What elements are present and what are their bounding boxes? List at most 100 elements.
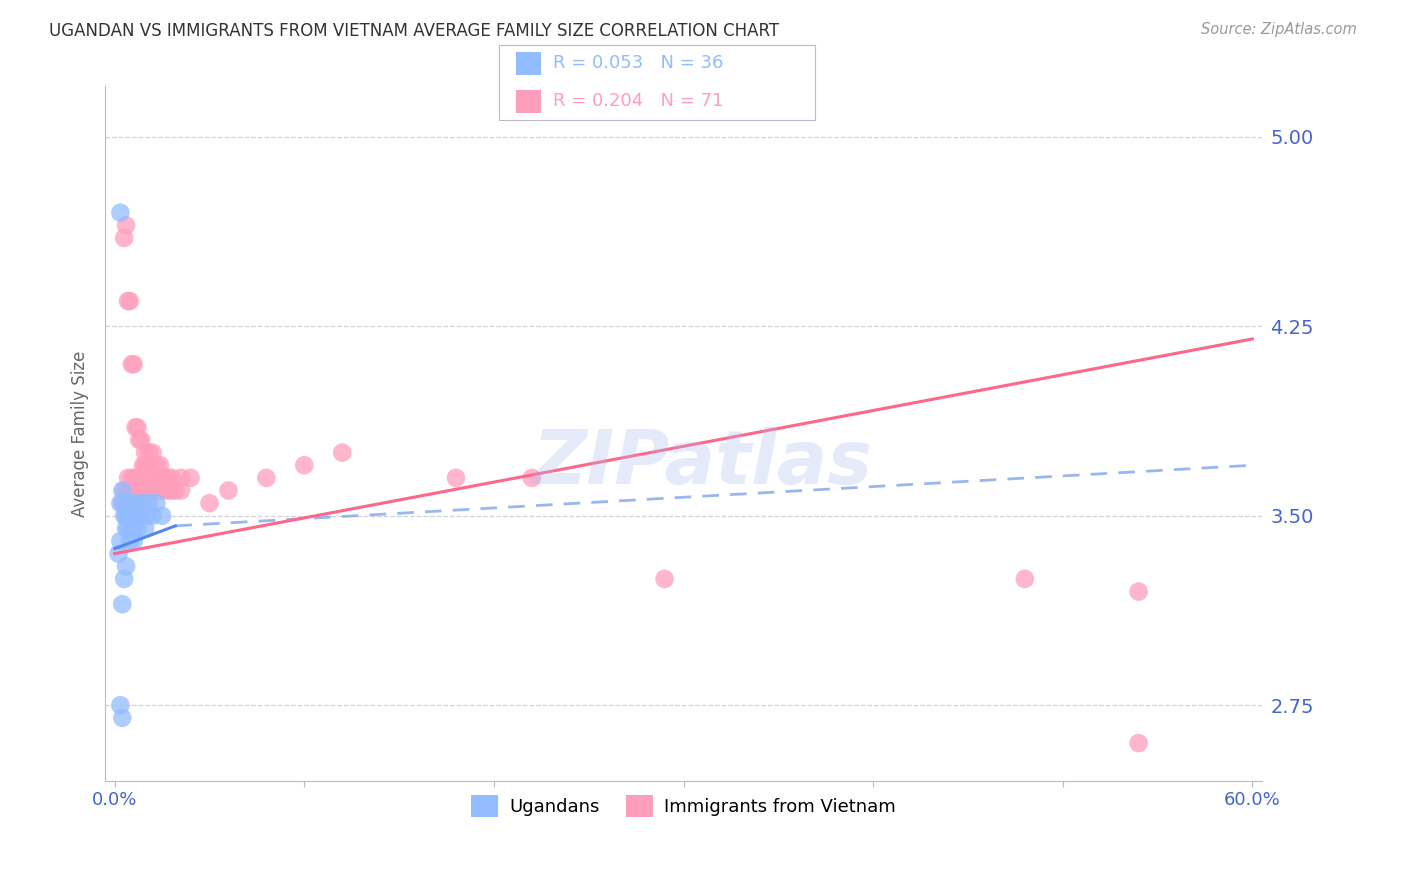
Point [107,547,129,561]
Point [149,458,172,473]
Point [160,471,183,485]
Point [160,483,183,498]
Point [520,471,543,485]
Point [112,483,135,498]
Point [128,433,150,447]
Point [117,294,139,309]
Point [115,559,138,574]
Point [129,483,152,498]
Point [122,508,145,523]
Point [139,483,162,498]
Point [129,508,152,523]
Point [153,471,176,485]
Point [143,483,166,498]
Point [127,483,149,498]
Point [180,471,202,485]
Point [118,483,141,498]
Point [128,508,150,523]
Point [121,496,143,510]
Point [111,597,134,611]
Point [1014,572,1036,586]
Y-axis label: Average Family Size: Average Family Size [72,351,89,516]
Point [121,496,143,510]
Point [156,483,179,498]
Point [121,471,143,485]
Point [118,294,141,309]
Point [110,698,132,713]
Point [118,534,141,549]
Point [124,496,146,510]
Point [111,711,134,725]
Point [198,496,221,510]
Point [122,483,145,498]
Point [117,471,139,485]
Point [330,445,353,459]
Point [138,445,160,459]
Point [121,357,143,371]
Point [142,471,165,485]
Point [110,534,132,549]
Point [128,471,150,485]
Point [127,521,149,535]
Point [112,572,135,586]
Point [134,458,156,473]
Point [217,483,239,498]
Point [150,483,173,498]
Point [145,496,167,510]
Point [110,205,132,219]
Point [145,458,167,473]
Point [149,471,172,485]
Point [135,458,157,473]
Point [115,219,138,233]
Point [132,471,155,485]
Point [124,420,146,434]
Text: R = 0.053   N = 36: R = 0.053 N = 36 [553,54,723,72]
Point [132,458,155,473]
Point [112,231,135,245]
Point [112,496,135,510]
Point [142,508,165,523]
Point [165,483,187,498]
Point [138,483,160,498]
Point [122,508,145,523]
Point [142,445,165,459]
Point [170,471,193,485]
Point [124,471,146,485]
Point [134,521,156,535]
Point [122,521,145,535]
Point [124,508,146,523]
Point [1128,736,1150,750]
Point [111,496,134,510]
Point [118,508,141,523]
Point [145,471,167,485]
Point [153,471,176,485]
Point [117,496,139,510]
Point [444,471,467,485]
Point [118,508,141,523]
Point [135,508,157,523]
Point [148,483,170,498]
Point [115,508,138,523]
Point [127,508,149,523]
Point [117,521,139,535]
Point [138,458,160,473]
Point [292,458,315,473]
Point [115,483,138,498]
Point [135,483,157,498]
Point [127,420,149,434]
Point [254,471,277,485]
Point [654,572,676,586]
Point [122,534,145,549]
Point [156,471,179,485]
Point [129,433,152,447]
Text: Source: ZipAtlas.com: Source: ZipAtlas.com [1201,22,1357,37]
Point [150,508,173,523]
Point [112,508,135,523]
Point [117,508,139,523]
Point [134,483,156,498]
Text: UGANDAN VS IMMIGRANTS FROM VIETNAM AVERAGE FAMILY SIZE CORRELATION CHART: UGANDAN VS IMMIGRANTS FROM VIETNAM AVERA… [49,22,779,40]
Point [110,496,132,510]
Point [115,521,138,535]
Point [132,496,155,510]
Point [121,521,143,535]
